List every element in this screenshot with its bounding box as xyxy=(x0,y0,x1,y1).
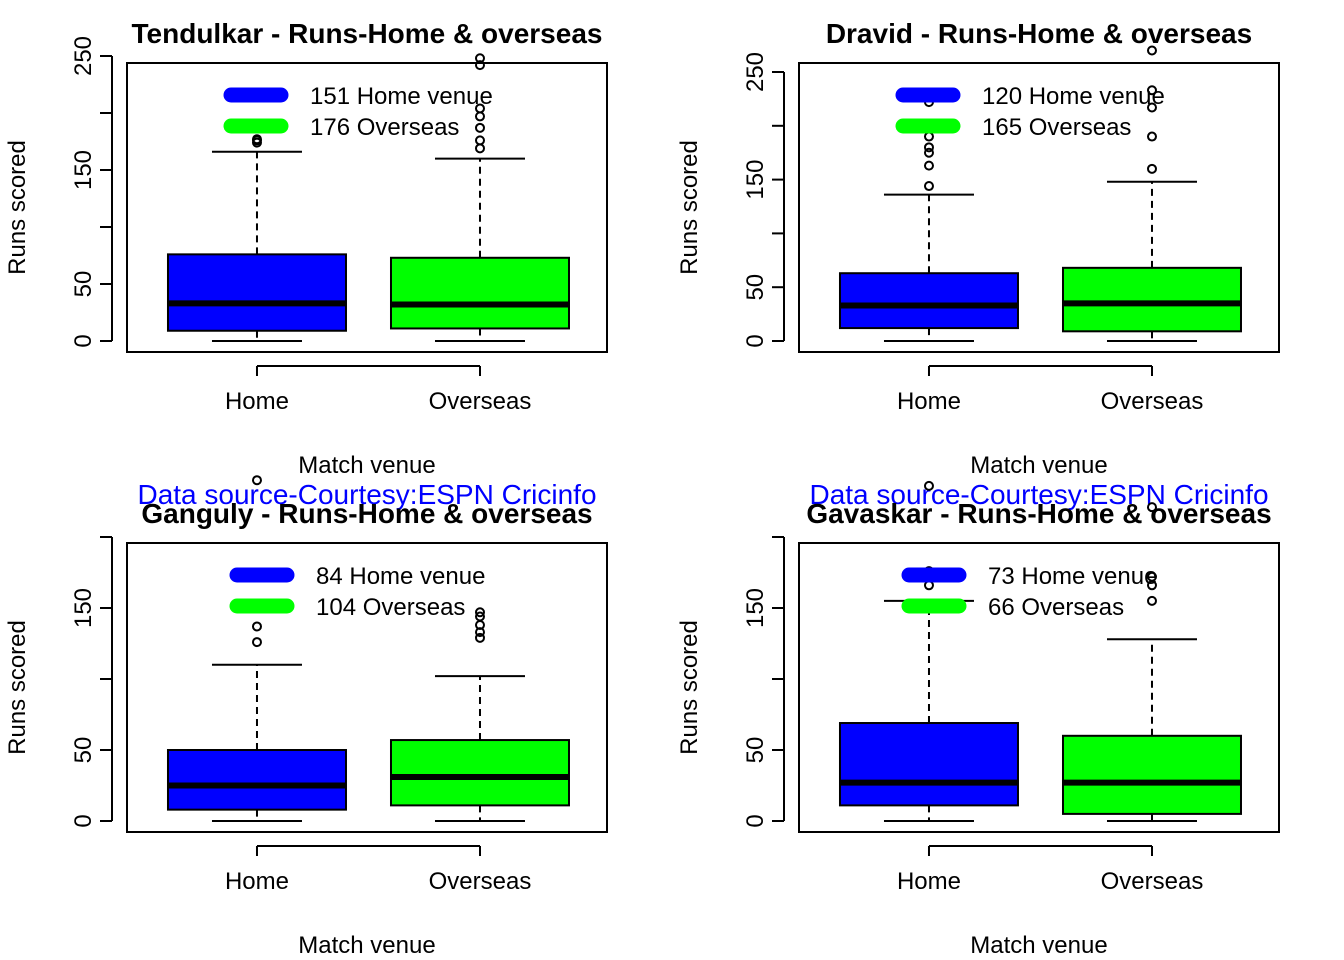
y-axis-label: Runs scored xyxy=(4,620,31,755)
chart-title: Gavaskar - Runs-Home & overseas xyxy=(806,498,1271,529)
outlier-point xyxy=(474,143,485,154)
box-home xyxy=(838,480,1019,822)
plot-frame xyxy=(126,62,608,353)
outlier-point xyxy=(1146,163,1157,174)
outlier-point xyxy=(474,611,485,622)
outlier-point xyxy=(1146,595,1157,606)
legend-label-overseas: 104 Overseas xyxy=(316,594,465,621)
box-iqr xyxy=(838,722,1019,807)
outlier-point xyxy=(474,632,485,643)
outlier-point xyxy=(251,621,262,632)
box-iqr xyxy=(1061,266,1242,333)
x-axis-label: Match venue xyxy=(298,452,435,479)
chart-title: Tendulkar - Runs-Home & overseas xyxy=(132,18,603,49)
box-home xyxy=(838,97,1019,342)
outlier-point xyxy=(1146,131,1157,142)
x-tick-label-overseas: Overseas xyxy=(429,868,532,895)
box-overseas xyxy=(1061,45,1242,342)
legend-label-home: 120 Home venue xyxy=(982,83,1165,110)
y-axis-label: Runs scored xyxy=(4,140,31,275)
y-tick-label: 250 xyxy=(70,36,97,76)
y-tick-label: 150 xyxy=(742,588,769,628)
box-home xyxy=(166,87,347,342)
chart-title: Ganguly - Runs-Home & overseas xyxy=(141,498,592,529)
box-iqr xyxy=(166,749,347,811)
x-axis-label: Match venue xyxy=(970,932,1107,959)
x-axis-label: Match venue xyxy=(298,932,435,959)
boxplot-panel-3: Ganguly - Runs-Home & overseas 0 50 150 Runs… xyxy=(4,475,608,959)
y-tick-label: 50 xyxy=(70,271,97,298)
outlier-point xyxy=(1146,85,1157,96)
outlier-point xyxy=(923,131,934,142)
outlier-point xyxy=(251,637,262,648)
x-axis-label: Match venue xyxy=(970,452,1107,479)
box-iqr xyxy=(389,739,570,807)
x-tick-label-overseas: Overseas xyxy=(1101,868,1204,895)
outlier-point xyxy=(1146,571,1157,582)
outlier-point xyxy=(1146,502,1157,513)
box-iqr xyxy=(838,272,1019,330)
y-tick-label: 0 xyxy=(742,814,769,827)
outlier-point xyxy=(474,60,485,71)
outlier-point xyxy=(474,111,485,122)
outlier-point xyxy=(251,134,262,145)
outlier-point xyxy=(474,103,485,114)
outlier-point xyxy=(923,181,934,192)
y-tick-label: 0 xyxy=(742,334,769,347)
x-tick-label-home: Home xyxy=(897,868,961,895)
legend-label-home: 151 Home venue xyxy=(310,83,493,110)
y-tick-label: 50 xyxy=(742,737,769,764)
y-tick-label: 0 xyxy=(70,334,97,347)
box-iqr xyxy=(1061,734,1242,815)
y-axis-label: Runs scored xyxy=(676,140,703,275)
x-tick-label-overseas: Overseas xyxy=(1101,388,1204,415)
y-tick-label: 50 xyxy=(742,274,769,301)
x-tick-label-home: Home xyxy=(225,388,289,415)
outlier-point xyxy=(1146,45,1157,56)
legend-label-overseas: 66 Overseas xyxy=(988,594,1124,621)
plot-frame xyxy=(798,542,1280,833)
plot-frame xyxy=(798,62,1280,353)
box-iqr xyxy=(166,253,347,332)
legend-label-overseas: 165 Overseas xyxy=(982,114,1131,141)
box-overseas xyxy=(389,53,570,342)
box-iqr xyxy=(389,256,570,330)
outlier-point xyxy=(923,480,934,491)
data-source-note: Data source-Courtesy:ESPN Cricinfo xyxy=(809,479,1268,510)
y-tick-label: 150 xyxy=(70,150,97,190)
outlier-point xyxy=(923,147,934,158)
legend-label-home: 73 Home venue xyxy=(988,563,1157,590)
boxplot-panel-2: Data source-Courtesy:ESPN Cricinfo Dravid… xyxy=(676,18,1280,510)
outlier-point xyxy=(923,142,934,153)
data-source-note: Data source-Courtesy:ESPN Cricinfo xyxy=(137,479,596,510)
outlier-point xyxy=(474,122,485,133)
boxplot-panel-1: Data source-Courtesy:ESPN Cricinfo Tendul… xyxy=(4,18,608,510)
box-overseas xyxy=(389,607,570,822)
chart-title: Dravid - Runs-Home & overseas xyxy=(826,18,1252,49)
x-tick-label-home: Home xyxy=(225,868,289,895)
y-tick-label: 250 xyxy=(742,52,769,92)
legend-label-overseas: 176 Overseas xyxy=(310,114,459,141)
outlier-point xyxy=(923,160,934,171)
box-overseas xyxy=(1061,502,1242,822)
x-tick-label-home: Home xyxy=(897,388,961,415)
y-tick-label: 50 xyxy=(70,737,97,764)
x-tick-label-overseas: Overseas xyxy=(429,388,532,415)
outlier-point xyxy=(474,607,485,618)
boxplot-panel-4: Gavaskar - Runs-Home & overseas 0 50 150 Run… xyxy=(676,480,1280,959)
outlier-point xyxy=(474,53,485,64)
y-axis-label: Runs scored xyxy=(676,620,703,755)
y-tick-label: 150 xyxy=(742,160,769,200)
y-tick-label: 0 xyxy=(70,814,97,827)
y-tick-label: 150 xyxy=(70,588,97,628)
outlier-point xyxy=(251,475,262,486)
outlier-point xyxy=(1146,102,1157,113)
plot-frame xyxy=(126,542,608,833)
legend-label-home: 84 Home venue xyxy=(316,563,485,590)
outlier-point xyxy=(474,135,485,146)
